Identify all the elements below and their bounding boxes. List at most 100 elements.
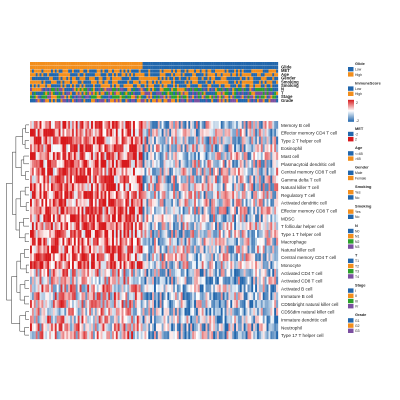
annotation-cell: [62, 95, 65, 99]
annotation-cell: [83, 69, 86, 73]
annotation-cell: [31, 62, 34, 66]
heatmap-cell: [257, 128, 260, 137]
annotation-cell: [41, 62, 44, 66]
heatmap-cell: [98, 307, 101, 316]
dendrogram-branch: [23, 218, 29, 227]
heatmap-cell: [176, 253, 179, 262]
heatmap-cell: [249, 245, 252, 254]
heatmap-cell: [41, 253, 44, 262]
heatmap-cell: [257, 268, 260, 277]
heatmap-cell: [169, 323, 172, 332]
annotation-cell: [197, 76, 200, 81]
heatmap-cell: [30, 152, 33, 161]
heatmap-cell: [226, 253, 229, 262]
heatmap-cell: [207, 121, 210, 129]
heatmap-cell: [73, 323, 76, 332]
heatmap-cell: [56, 175, 59, 184]
heatmap-cell: [35, 183, 38, 192]
annotation-cell: [245, 62, 248, 66]
annotation-cell: [257, 62, 260, 66]
heatmap-cell: [127, 206, 130, 215]
heatmap-cell: [92, 268, 96, 277]
heatmap-cell: [274, 245, 277, 254]
heatmap-cell: [274, 121, 277, 129]
heatmap-cell: [220, 300, 223, 309]
annotation-cell: [239, 62, 242, 66]
heatmap-cell: [129, 206, 132, 215]
heatmap-cell: [228, 284, 231, 293]
heatmap-cell: [245, 245, 248, 254]
annotation-cell: [260, 99, 263, 103]
annotation-cell: [83, 65, 86, 70]
heatmap-cell: [228, 136, 231, 145]
heatmap-cell: [163, 268, 166, 277]
annotation-cell: [226, 87, 229, 92]
heatmap-cell: [257, 222, 260, 231]
heatmap-cell: [79, 323, 82, 332]
heatmap-cell: [58, 128, 61, 137]
heatmap-cell: [115, 261, 118, 270]
heatmap-cell: [47, 175, 50, 184]
heatmap-cell: [85, 128, 88, 137]
heatmap-cell: [222, 268, 225, 277]
heatmap-cell: [260, 175, 263, 184]
heatmap-cell: [165, 214, 168, 223]
heatmap-cell: [91, 230, 94, 238]
annotation-cell: [102, 84, 105, 88]
heatmap-cell: [35, 276, 38, 285]
heatmap-cell: [163, 307, 166, 316]
annotation-cell: [186, 99, 189, 103]
annotation-cell: [108, 65, 111, 70]
heatmap-cell: [85, 307, 88, 316]
heatmap-cell: [222, 315, 225, 324]
heatmap-cell: [167, 300, 170, 309]
heatmap-cell: [81, 191, 84, 200]
annotation-cell: [112, 84, 115, 88]
heatmap-cell: [87, 237, 90, 246]
heatmap-cell: [213, 307, 216, 316]
heatmap-cell: [138, 230, 141, 238]
dendrogram-branch: [25, 171, 29, 180]
heatmap-cell: [161, 144, 164, 153]
annotation-cell: [104, 80, 107, 84]
annotation-cell: [249, 69, 252, 73]
heatmap-cell: [119, 128, 122, 137]
annotation-cell: [70, 84, 73, 88]
heatmap-cell: [134, 300, 137, 309]
annotation-cell: [50, 62, 54, 66]
annotation-cell: [260, 84, 263, 88]
heatmap-cell: [258, 144, 261, 153]
annotation-cell: [232, 69, 235, 73]
heatmap-cell: [73, 261, 76, 270]
annotation-cell: [216, 84, 220, 88]
heatmap-cell: [190, 198, 193, 207]
heatmap-cell: [49, 144, 52, 153]
annotation-cell: [209, 91, 212, 95]
heatmap-cell: [184, 183, 187, 192]
heatmap-cell: [134, 214, 137, 223]
heatmap-cell: [154, 167, 157, 176]
heatmap-cell: [274, 307, 277, 316]
heatmap-cell: [203, 307, 206, 316]
heatmap-cell: [173, 300, 176, 309]
heatmap-cell: [253, 222, 256, 231]
heatmap-cell: [241, 253, 244, 262]
annotation-cell: [106, 65, 109, 70]
annotation-cell: [123, 95, 126, 99]
annotation-cell: [140, 84, 143, 88]
heatmap-cell: [268, 167, 271, 176]
heatmap-cell: [264, 136, 267, 145]
annotation-cell: [211, 62, 214, 66]
heatmap-cell: [154, 159, 157, 168]
heatmap-cell: [247, 230, 250, 238]
heatmap-cell: [121, 261, 124, 270]
annotation-cell: [123, 87, 126, 92]
heatmap-cell: [203, 253, 206, 262]
heatmap-cell: [274, 206, 277, 215]
heatmap-cell: [247, 300, 250, 309]
heatmap-cell: [201, 230, 204, 238]
heatmap-cell: [113, 222, 116, 231]
annotation-cell: [79, 65, 82, 70]
heatmap-cell: [262, 292, 265, 301]
heatmap-cell: [39, 183, 42, 192]
